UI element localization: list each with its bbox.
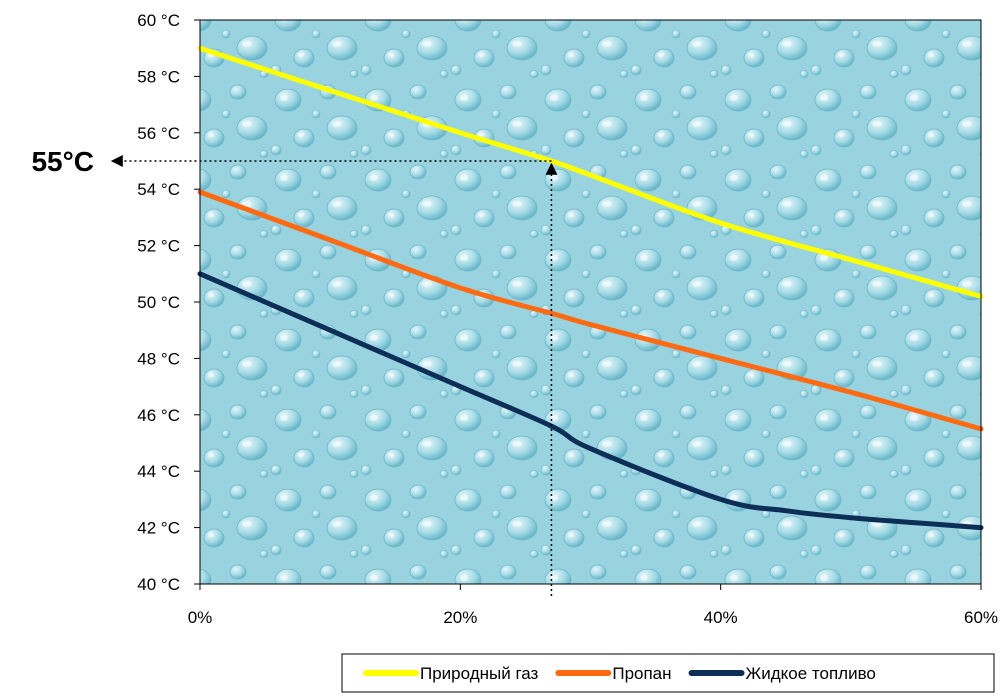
legend-label-2: Пропан: [612, 664, 671, 683]
y-tick-label: 44 °C: [137, 462, 180, 481]
axis-layer: 40 °C 42 °C 44 °C 46 °C 48 °C 50 °C 52 °C 54 °C…: [137, 11, 998, 627]
annotation-layer: 55°C: [31, 146, 558, 596]
y-tick-label: 56 °C: [137, 124, 180, 143]
y-tick-label: 52 °C: [137, 237, 180, 256]
y-tick-label: 54 °C: [137, 180, 180, 199]
x-tick-label: 0%: [188, 608, 213, 627]
legend-box: [341, 653, 995, 693]
series-3-line: [197, 271, 984, 531]
series-layer: [197, 45, 984, 531]
y-tick-label: 58 °C: [137, 67, 180, 86]
y-tick-label: 60 °C: [137, 11, 180, 30]
legend-label-3: Жидкое топливо: [746, 664, 876, 683]
y-tick-label: 46 °C: [137, 406, 180, 425]
y-tick-label: 42 °C: [137, 519, 180, 538]
series-2-line: [197, 189, 984, 432]
x-tick-label: 20%: [443, 608, 477, 627]
legend: Природный газ Пропан Жидкое топливо: [341, 653, 995, 693]
x-tick-label: 40%: [704, 608, 738, 627]
plot-area: [200, 20, 981, 584]
y-tick-label: 48 °C: [137, 349, 180, 368]
x-tick-label: 60%: [964, 608, 998, 627]
annotation-label: 55°C: [31, 146, 94, 177]
y-tick-label: 50 °C: [137, 293, 180, 312]
y-tick-label: 40 °C: [137, 575, 180, 594]
legend-label-1: Природный газ: [420, 664, 539, 683]
series-1-line: [197, 45, 984, 299]
